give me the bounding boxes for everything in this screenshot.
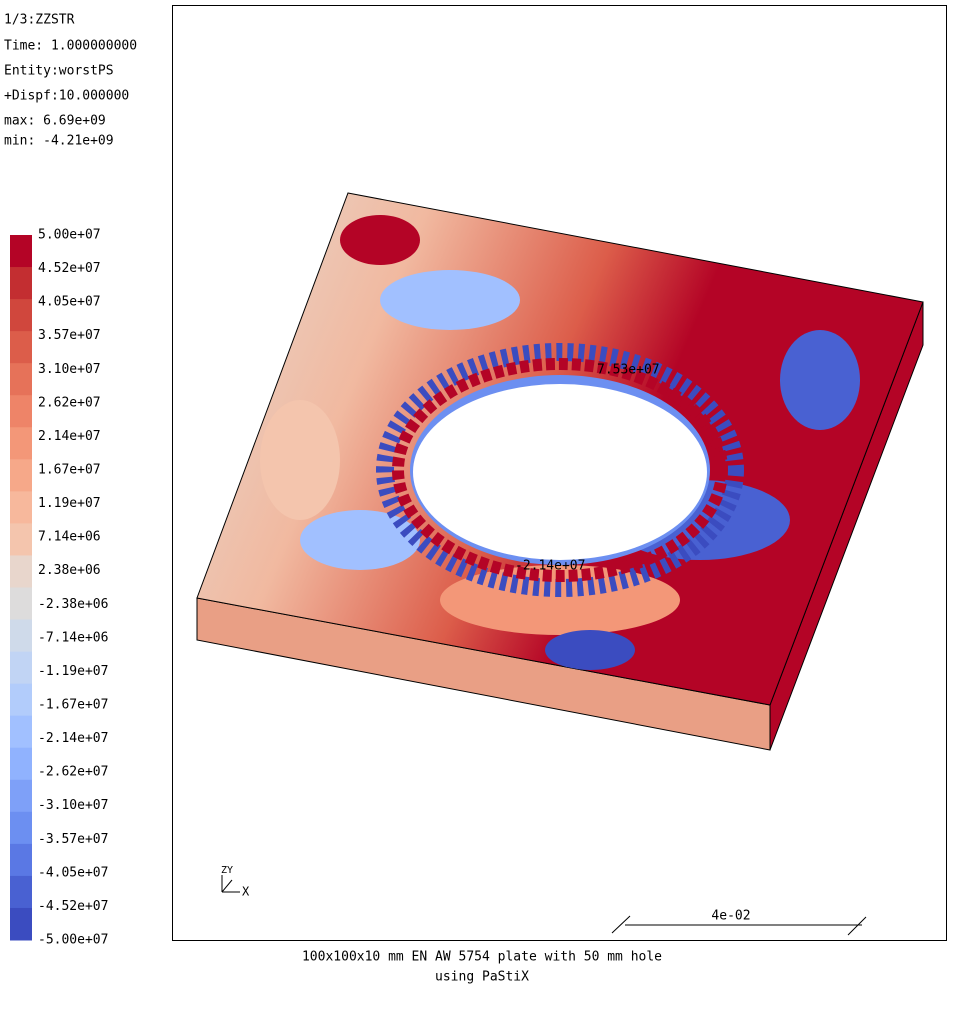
caption: using PaStiX — [435, 970, 529, 985]
legend-swatch — [10, 331, 32, 364]
info-line: max: 6.69e+09 — [4, 114, 106, 129]
plate-model — [196, 192, 924, 751]
legend-label: -1.19e+07 — [38, 664, 108, 679]
info-line: 1/3:ZZSTR — [4, 13, 75, 28]
legend-swatch — [10, 779, 32, 813]
legend-swatch — [10, 427, 32, 460]
legend-swatch — [10, 875, 32, 909]
legend-swatch — [10, 747, 32, 781]
viewport-frame — [172, 5, 947, 941]
legend-label: -4.05e+07 — [38, 865, 108, 880]
legend-swatch — [10, 523, 32, 556]
legend-label: 4.05e+07 — [38, 295, 101, 310]
legend-label: -7.14e+06 — [38, 630, 108, 645]
legend-swatch — [10, 235, 32, 268]
legend-label: 3.57e+07 — [38, 328, 101, 343]
legend-swatch — [10, 619, 32, 653]
axis-triad: ZY X — [221, 865, 250, 899]
legend-label: -4.52e+07 — [38, 899, 108, 914]
legend-swatch — [10, 267, 32, 300]
legend-swatch — [10, 907, 32, 941]
legend-swatch — [10, 363, 32, 396]
axis-label: ZY — [221, 865, 233, 876]
legend-label: 5.00e+07 — [38, 228, 101, 243]
legend-swatch — [10, 811, 32, 845]
legend-swatch — [10, 587, 32, 621]
info-line: Time: 1.000000000 — [4, 39, 137, 54]
legend-swatch — [10, 491, 32, 524]
scale-bar-tick — [847, 916, 867, 936]
legend-swatch — [10, 843, 32, 877]
legend-swatch — [10, 459, 32, 492]
legend-label: -2.14e+07 — [38, 731, 108, 746]
legend-label: 2.62e+07 — [38, 395, 101, 410]
legend-swatch — [10, 715, 32, 749]
legend-label: 2.14e+07 — [38, 429, 101, 444]
legend-label: -1.67e+07 — [38, 698, 108, 713]
legend-label: -2.38e+06 — [38, 597, 108, 612]
caption: 100x100x10 mm EN AW 5754 plate with 50 m… — [302, 950, 662, 965]
legend-swatch — [10, 683, 32, 717]
legend-swatch — [10, 651, 32, 685]
legend-label: 1.19e+07 — [38, 496, 101, 511]
legend-label: 7.14e+06 — [38, 530, 101, 545]
info-line: Entity:worstPS — [4, 64, 114, 79]
info-line: +Dispf:10.000000 — [4, 89, 129, 104]
legend-label: 4.52e+07 — [38, 261, 101, 276]
axis-label: X — [242, 885, 250, 899]
legend-label: 3.10e+07 — [38, 362, 101, 377]
info-line: min: -4.21e+09 — [4, 134, 114, 149]
annotation: 7.53e+07 — [597, 363, 660, 378]
legend-swatch — [10, 299, 32, 332]
legend-label: -2.62e+07 — [38, 765, 108, 780]
legend-label: -3.57e+07 — [38, 832, 108, 847]
legend-label: 2.38e+06 — [38, 563, 101, 578]
hole — [413, 384, 707, 560]
scale-bar-label: 4e-02 — [711, 909, 750, 924]
legend-label: -3.10e+07 — [38, 798, 108, 813]
legend-swatch — [10, 555, 32, 588]
legend-label: 1.67e+07 — [38, 463, 101, 478]
legend-label: -5.00e+07 — [38, 933, 108, 948]
legend-swatch — [10, 395, 32, 428]
scale-bar-tick — [611, 915, 631, 934]
annotation: -2.14e+07 — [515, 559, 585, 574]
